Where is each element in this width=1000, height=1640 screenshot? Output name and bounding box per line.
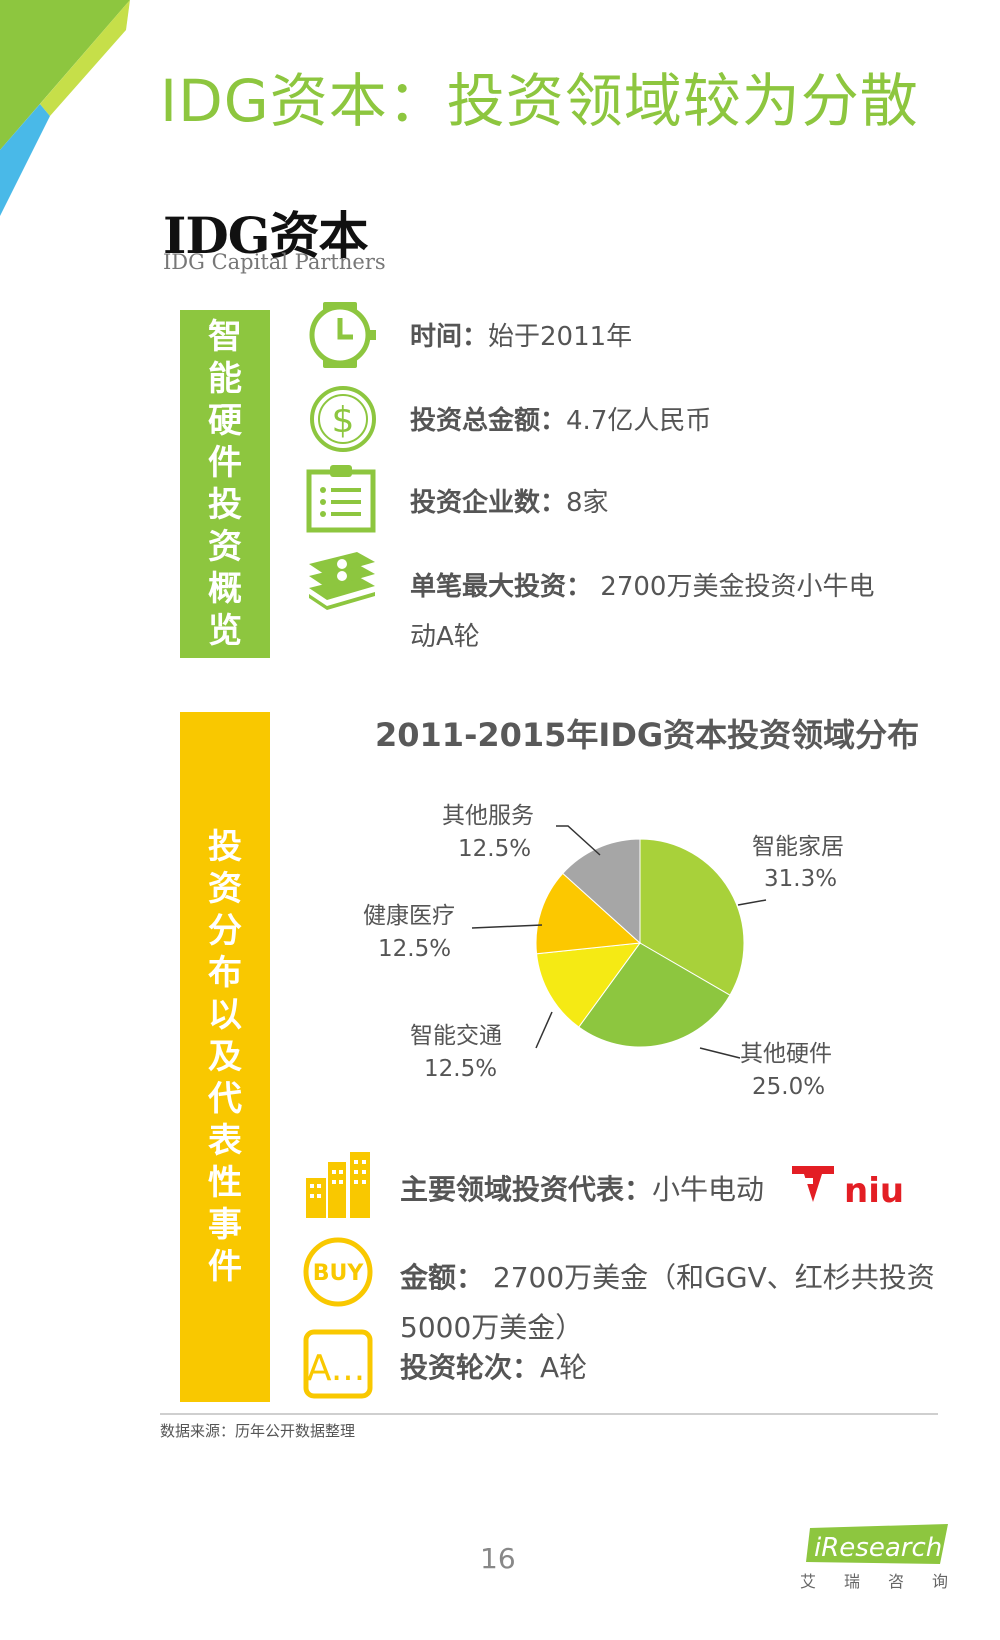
a-icon-text: A... [307,1348,365,1389]
overview-count: 投资企业数：8家 [410,478,609,528]
count-label: 投资企业数： [410,488,567,518]
slice-smart-home [639,838,745,996]
dollar-icon: $ [310,386,376,452]
leader-other-hardware [699,1047,741,1059]
main-value: 小牛电动 [652,1173,765,1206]
overview-time: 时间：始于2011年 [410,312,632,362]
overview-bar-char: 资 [208,527,242,567]
brand-char: 艾 [800,1572,817,1591]
distribution-bar-char: 表 [208,1121,242,1161]
distribution-bar-char: 以 [208,995,242,1035]
label-other-hw-name: 其他硬件 [740,1041,832,1067]
label-smart-home-name: 智能家居 [752,834,844,860]
main-label: 主要领域投资代表： [400,1173,653,1206]
total-label: 投资总金额： [410,406,567,436]
idg-logo-subtitle: IDG Capital Partners [163,250,386,274]
amount-line1: 金额： 2700万美金（和GGV、红杉共投资 [400,1256,935,1296]
brand-char: 瑞 [843,1572,860,1591]
label-health-name: 健康医疗 [363,903,455,929]
count-value: 8家 [566,488,609,518]
max-label: 单笔最大投资： [410,572,593,602]
overview-bar-char: 投 [208,485,242,525]
distribution-bar-char: 性 [208,1163,242,1203]
footer-divider [160,1413,938,1415]
distribution-bar-char: 及 [208,1037,242,1077]
a-round-icon: A... [303,1329,373,1399]
slice-smart-traffic [536,942,642,1028]
data-source: 数据来源：历年公开数据整理 [160,1422,356,1440]
distribution-bar-char: 事 [208,1205,242,1245]
label-traffic-name: 智能交通 [410,1023,502,1049]
leader-health [471,924,543,929]
page-number: 16 [480,1542,516,1575]
buy-icon-text: BUY [313,1261,365,1286]
overview-bar-char: 智 [208,317,242,357]
time-value: 始于2011年 [488,322,633,352]
idg-logo: IDG资本 [163,206,368,265]
round-value: A轮 [540,1351,588,1384]
leader-smart-traffic [535,1011,553,1049]
label-other-svc-name: 其他服务 [442,803,534,829]
slice-other-hardware [578,942,731,1048]
distribution-bar: 投资分布以及代表性事件 [180,712,270,1402]
distribution-bar-char: 投 [208,827,242,867]
amount-label: 金额： [400,1261,485,1294]
total-value: 4.7亿人民币 [566,406,712,436]
overview-bar: 智能硬件投资概览 [180,310,270,658]
label-smart-home-value: 31.3% [764,866,838,892]
label-health-value: 12.5% [378,936,452,962]
brand-char: 咨 [887,1572,904,1591]
distribution-bar-char: 件 [208,1247,242,1287]
max-value-line2: 动A轮 [410,622,480,652]
clipboard-icon [306,465,376,533]
amount-line2: 5000万美金） [400,1311,584,1344]
slice-other-services [562,838,641,945]
distribution-bar-char: 分 [208,911,242,951]
max-value: 2700万美金投资小牛电 [592,572,875,602]
round-label: 投资轮次： [400,1351,541,1384]
time-label: 时间： [410,322,489,352]
distribution-bar-char: 资 [208,869,242,909]
overview-bar-char: 件 [208,443,242,483]
distribution-bar-char: 布 [208,953,242,993]
slice-health [535,872,642,955]
overview-max: 单笔最大投资： 2700万美金投资小牛电 动A轮 [410,562,910,662]
niu-logo-text: niu [844,1171,904,1211]
label-traffic-value: 12.5% [424,1056,498,1082]
svg-text:$: $ [332,400,355,441]
clock-icon [309,302,376,368]
leader-other-services [556,825,601,856]
brand-subtitle: 艾 瑞 咨 询 [800,1568,948,1592]
overview-bar-char: 硬 [208,401,242,441]
distribution-bar-char: 代 [208,1079,242,1119]
buildings-icon [306,1152,370,1218]
amount-value: 2700万美金（和GGV、红杉共投资 [484,1261,935,1294]
chart-title: 2011-2015年IDG资本投资领域分布 [375,716,920,754]
label-other-svc-value: 12.5% [458,836,532,862]
overview-bar-char: 概 [208,569,242,609]
overview-total: 投资总金额：4.7亿人民币 [410,396,711,446]
main-investment: 主要领域投资代表：小牛电动 [400,1168,764,1208]
overview-bar-char: 能 [208,359,242,399]
brand-char: 询 [931,1572,948,1591]
iresearch-logo: iResearch [806,1524,948,1564]
brand-text: iResearch [814,1533,942,1563]
overview-bar-char: 览 [208,611,242,651]
buy-icon: BUY [303,1237,373,1307]
round-line: 投资轮次：A轮 [400,1346,587,1386]
label-other-hw-value: 25.0% [752,1074,826,1100]
money-stack-icon [309,552,375,610]
page-title: IDG资本：投资领域较为分散 [160,67,919,135]
corner-decoration [0,0,130,216]
niu-logo: niu [792,1166,904,1211]
leader-smart-home [737,899,767,906]
